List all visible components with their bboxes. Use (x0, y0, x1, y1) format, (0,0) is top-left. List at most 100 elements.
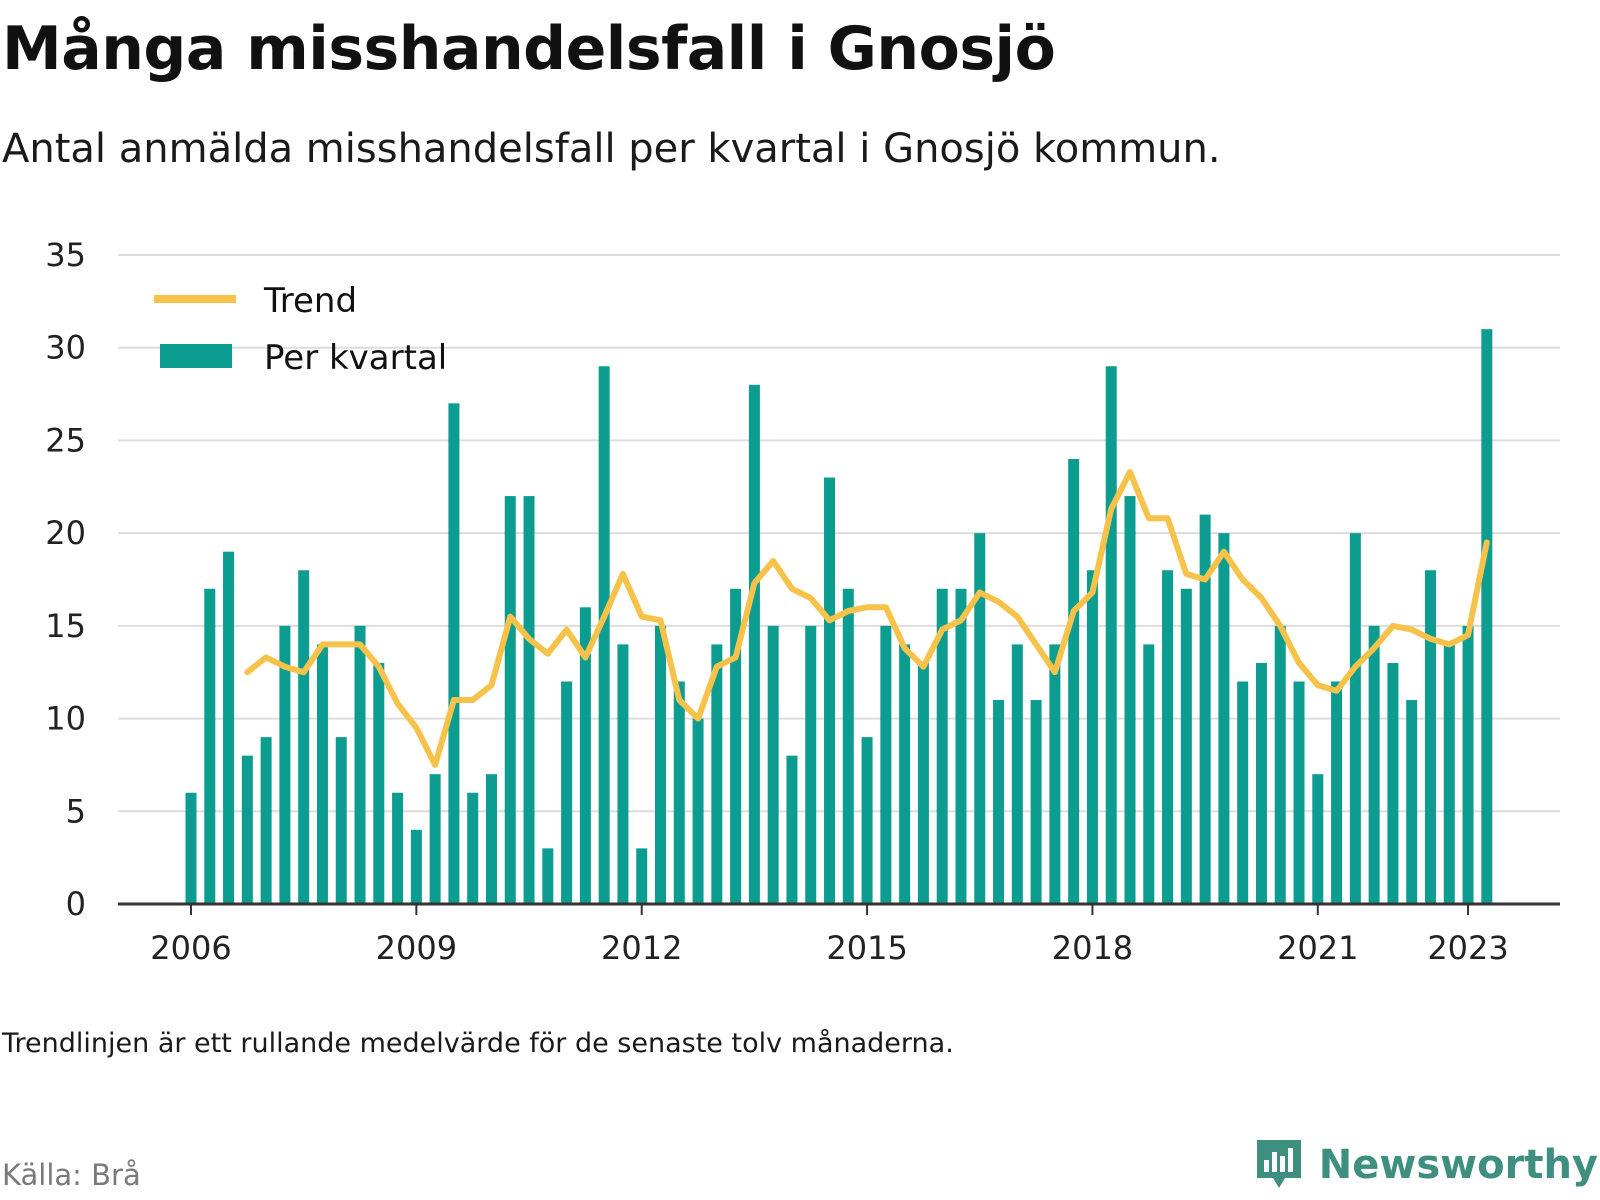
bar (485, 774, 497, 904)
legend: Trend Per kvartal (154, 281, 447, 378)
chart-area: 0 5 10 15 20 25 30 35 2006 2009 2012 2015 2018 2021 20… (45, 236, 1560, 967)
newsworthy-logo-icon (1256, 1140, 1301, 1188)
bar (1162, 570, 1174, 904)
bar (429, 774, 441, 904)
legend-trend-label: Trend (263, 281, 357, 321)
bar-series (185, 329, 1493, 905)
y-tick-label: 15 (45, 607, 86, 645)
bar (185, 792, 197, 904)
bar (1255, 662, 1267, 904)
bar (316, 644, 328, 904)
y-tick-label: 10 (45, 700, 86, 738)
x-tick-label: 2009 (376, 929, 457, 967)
bar (1068, 458, 1080, 904)
bar (1293, 681, 1305, 904)
brand-name: Newsworthy (1318, 1142, 1598, 1188)
bar (410, 829, 422, 904)
bar (730, 588, 742, 904)
bar (842, 588, 854, 904)
bar (993, 700, 1005, 904)
bar (974, 533, 986, 904)
bar (1462, 625, 1474, 904)
legend-per-kvartal-swatch (160, 344, 232, 368)
bar (1199, 514, 1211, 904)
bar (1424, 570, 1436, 904)
bar (711, 644, 723, 904)
bar (1406, 700, 1418, 904)
bar (598, 366, 610, 904)
y-tick-label: 0 (66, 885, 86, 923)
bar (1011, 644, 1023, 904)
trend-series (244, 469, 1490, 768)
y-tick-label: 20 (45, 514, 86, 552)
bar (861, 737, 873, 904)
x-tick-label: 2006 (150, 929, 231, 967)
bar (561, 681, 573, 904)
source-label: Källa: Brå (2, 1158, 141, 1192)
x-tick-label: 2015 (826, 929, 907, 967)
bar (1049, 644, 1061, 904)
trend-line (244, 469, 1490, 768)
bar (298, 570, 310, 904)
bar (373, 662, 385, 904)
chart-subtitle: Antal anmälda misshandelsfall per kvarta… (2, 126, 1221, 172)
axes: 0 5 10 15 20 25 30 35 2006 2009 2012 2015 2018 2021 20… (45, 236, 1560, 967)
bar (354, 625, 366, 904)
bar (467, 792, 479, 904)
bar (1387, 662, 1399, 904)
x-tick-label: 2018 (1052, 929, 1133, 967)
bar (1105, 366, 1117, 904)
bar (955, 588, 967, 904)
bar (1086, 570, 1098, 904)
bar (1030, 700, 1042, 904)
bar (1481, 329, 1493, 905)
bar (805, 625, 817, 904)
bar (824, 477, 836, 904)
bar (748, 384, 760, 904)
bar (542, 848, 554, 904)
bar (223, 551, 235, 904)
brand-logo: Newsworthy (1253, 1136, 1598, 1194)
bar (617, 644, 629, 904)
y-tick-label: 35 (45, 236, 86, 274)
bar (899, 644, 911, 904)
bar (673, 681, 685, 904)
bar (579, 607, 591, 904)
bar (504, 496, 516, 904)
bar (335, 737, 347, 904)
bar (1331, 681, 1343, 904)
bar (880, 625, 892, 904)
bar (767, 625, 779, 904)
bar (1312, 774, 1324, 904)
bar (1274, 625, 1286, 904)
x-tick-label: 2021 (1277, 929, 1358, 967)
bar (260, 737, 272, 904)
x-tick-label: 2012 (601, 929, 682, 967)
bar (1368, 625, 1380, 904)
bar (636, 848, 648, 904)
bar (1237, 681, 1249, 904)
bar (204, 588, 216, 904)
x-tick-label: 2023 (1427, 929, 1508, 967)
bar (1218, 533, 1230, 904)
bar (392, 792, 404, 904)
bar (655, 625, 666, 904)
bar (523, 496, 535, 904)
bar (279, 625, 291, 904)
chart-title: Många misshandelsfall i Gnosjö (2, 14, 1056, 84)
y-tick-label: 25 (45, 421, 86, 459)
bar (692, 718, 704, 904)
bar (936, 588, 948, 904)
bar (917, 662, 929, 904)
y-tick-label: 30 (45, 329, 86, 367)
bar (241, 755, 253, 904)
bar (448, 403, 460, 904)
bar (1349, 533, 1361, 904)
bar (1443, 644, 1455, 904)
bar (1143, 644, 1155, 904)
footnote: Trendlinjen är ett rullande medelvärde f… (2, 1028, 954, 1059)
y-tick-label: 5 (66, 792, 86, 830)
bar (1180, 588, 1192, 904)
bar (786, 755, 798, 904)
bar (1124, 496, 1136, 904)
